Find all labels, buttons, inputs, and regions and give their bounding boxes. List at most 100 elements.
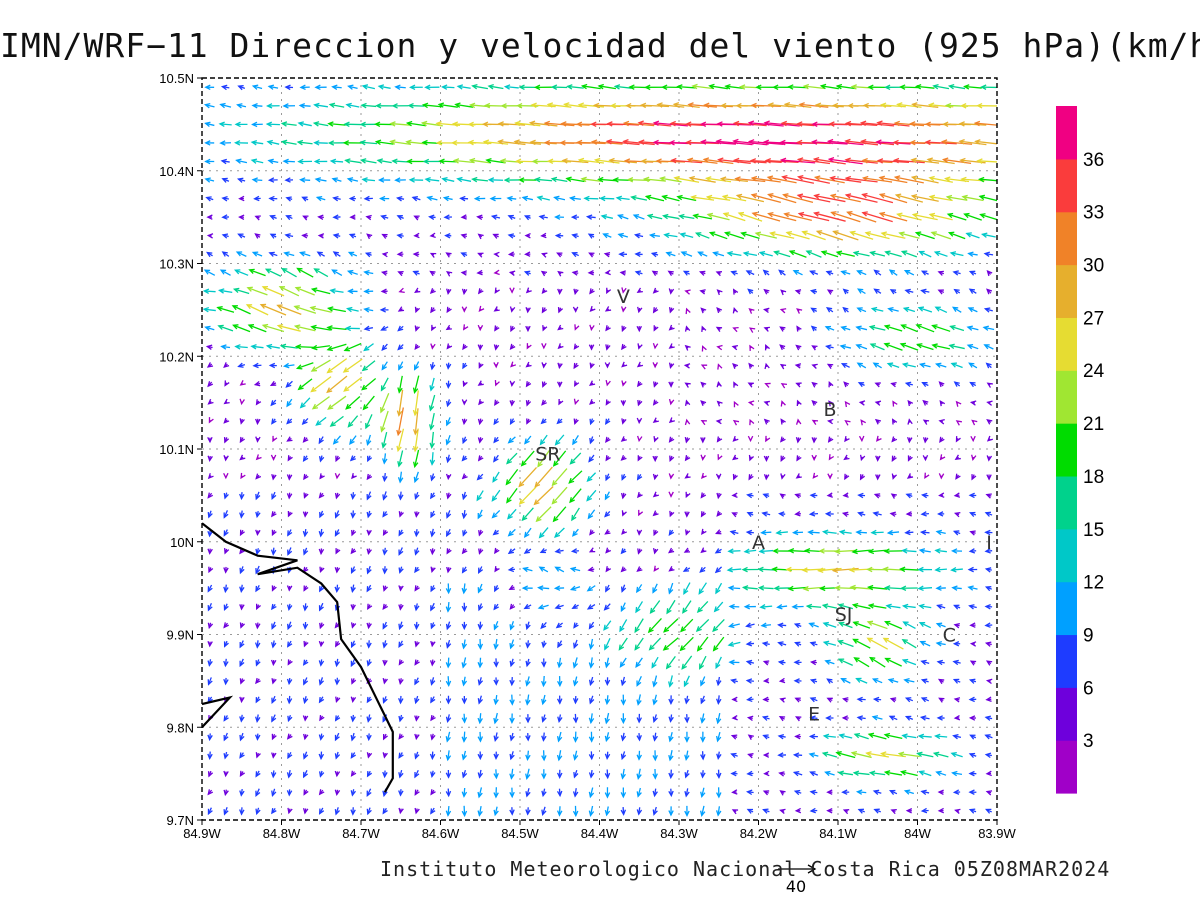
wind-arrow (621, 510, 627, 517)
wind-arrow (540, 418, 547, 425)
wind-arrow (826, 363, 834, 369)
wind-arrow (318, 528, 325, 538)
wind-arrow (620, 768, 626, 780)
wind-arrow (946, 212, 967, 221)
wind-arrow (541, 750, 547, 762)
reference-vector-label: 40 (786, 877, 806, 896)
wind-arrow (867, 548, 887, 555)
wind-arrow (445, 806, 452, 817)
wind-arrow (852, 250, 870, 257)
wind-arrow (676, 84, 697, 90)
wind-arrow (796, 325, 802, 332)
wind-arrow (668, 491, 674, 498)
wind-arrow (760, 622, 772, 629)
wind-arrow (844, 138, 879, 146)
wind-arrow (762, 790, 770, 796)
wind-arrow (856, 270, 867, 276)
wind-arrow (642, 176, 666, 183)
wind-arrow (477, 695, 483, 705)
wind-arrow (397, 306, 405, 312)
wind-arrow (734, 176, 766, 183)
wind-arrow (866, 637, 889, 650)
wind-arrow (223, 548, 230, 555)
wind-arrow (822, 640, 837, 647)
wind-arrow (334, 789, 341, 797)
wind-arrow (875, 474, 881, 481)
wind-arrow (494, 287, 500, 294)
wind-arrow (809, 492, 818, 499)
wind-arrow (406, 158, 426, 165)
wind-arrow (347, 288, 358, 295)
wind-arrow (637, 399, 643, 407)
wind-arrow (763, 400, 770, 407)
wind-arrow (238, 214, 245, 220)
wind-arrow (588, 344, 595, 351)
wind-arrow (382, 547, 388, 556)
wind-arrow (605, 418, 611, 425)
wind-arrow (303, 751, 309, 760)
wind-arrow (346, 177, 359, 183)
wind-arrow (430, 510, 436, 519)
wind-arrow (604, 529, 611, 535)
wind-arrow (937, 789, 944, 796)
wind-arrow (303, 547, 309, 556)
wind-arrow (541, 732, 547, 742)
wind-arrow (381, 361, 388, 371)
wind-arrow (621, 380, 627, 387)
wind-arrow (780, 383, 788, 389)
wind-arrow (329, 158, 344, 165)
wind-arrow (366, 491, 372, 501)
wind-arrow (477, 380, 484, 386)
wind-arrow (732, 419, 740, 426)
wind-arrow (208, 566, 214, 574)
wind-arrow (269, 214, 277, 221)
wind-arrow (301, 196, 309, 202)
wind-arrow (251, 121, 263, 128)
wind-arrow (282, 158, 295, 165)
wind-arrow (429, 548, 436, 556)
wind-arrow (491, 509, 501, 519)
wind-arrow (986, 455, 993, 462)
wind-arrow (219, 102, 232, 109)
wind-arrow (414, 807, 420, 815)
wind-arrow (412, 449, 420, 469)
wind-arrow (574, 324, 580, 331)
wind-arrow (620, 807, 627, 816)
wind-arrow (934, 733, 948, 740)
wind-arrow (605, 473, 611, 482)
wind-arrow (699, 805, 706, 818)
wind-arrow (746, 492, 754, 499)
wind-arrow (796, 399, 802, 407)
wind-arrow (891, 436, 898, 443)
wind-arrow (692, 213, 713, 220)
wind-arrow (286, 603, 293, 611)
wind-arrow (236, 103, 247, 109)
wind-arrow (821, 529, 837, 535)
wind-arrow (271, 733, 277, 741)
wind-arrow (223, 510, 229, 519)
wind-arrow (334, 658, 340, 668)
wind-arrow (702, 157, 734, 165)
wind-arrow (363, 288, 374, 295)
wind-arrow (668, 307, 675, 314)
wind-arrow (941, 157, 972, 165)
wind-arrow (572, 676, 579, 687)
wind-arrow (920, 288, 930, 295)
wind-arrow (652, 342, 659, 350)
wind-arrow (536, 195, 550, 201)
wind-arrow (777, 659, 786, 666)
wind-arrow (883, 342, 903, 351)
wind-arrow (561, 158, 589, 164)
wind-arrow (907, 399, 914, 407)
wind-arrow (680, 251, 693, 257)
wind-arrow (873, 493, 881, 499)
wind-arrow (780, 455, 786, 462)
wind-arrow (974, 139, 997, 145)
wind-arrow (571, 603, 579, 609)
wind-arrow (556, 806, 563, 817)
wind-arrow (634, 618, 644, 634)
wind-arrow (902, 621, 916, 629)
wind-arrow (297, 121, 312, 127)
wind-arrow (265, 121, 280, 128)
wind-arrow (494, 325, 500, 332)
